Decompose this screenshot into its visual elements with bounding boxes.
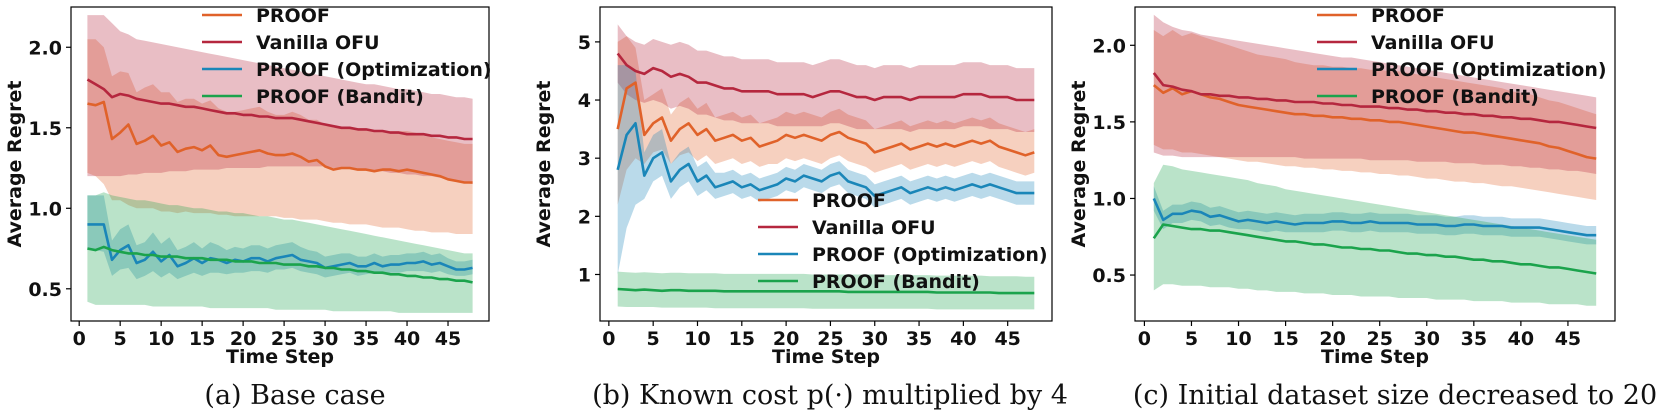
y-axis-label: Average Regret xyxy=(4,80,26,247)
x-tick-label: 5 xyxy=(1185,328,1198,350)
y-tick-label: 2.0 xyxy=(1092,35,1126,57)
x-axis-label: Time Step xyxy=(226,346,334,368)
x-tick-label: 15 xyxy=(1272,328,1298,350)
band-proof_opt xyxy=(617,65,1035,275)
legend-label-proof_bandit: PROOF (Bandit) xyxy=(812,271,980,293)
x-tick-label: 10 xyxy=(1225,328,1251,350)
x-tick-label: 35 xyxy=(1461,328,1487,350)
x-tick-label: 10 xyxy=(148,328,174,350)
x-tick-label: 30 xyxy=(862,328,888,350)
x-tick-label: 45 xyxy=(1555,328,1581,350)
x-tick-label: 15 xyxy=(189,328,215,350)
line-vanilla_ofu xyxy=(1152,72,1597,130)
line-proof_opt xyxy=(87,223,473,271)
x-tick-label: 45 xyxy=(994,328,1020,350)
x-tick-label: 25 xyxy=(1366,328,1392,350)
panel-caption: (a) Base case xyxy=(204,380,385,411)
band-vanilla_ofu xyxy=(87,15,473,185)
axes-frame xyxy=(599,6,1053,322)
line-vanilla_ofu xyxy=(616,52,1035,102)
x-tick-label: 30 xyxy=(1414,328,1440,350)
x-tick-label: 35 xyxy=(353,328,379,350)
y-tick-label: 0.5 xyxy=(1092,265,1126,287)
x-tick-label: 35 xyxy=(906,328,932,350)
y-tick-label: 1.5 xyxy=(1092,112,1126,134)
y-tick-label: 1 xyxy=(578,264,591,286)
x-tick-label: 20 xyxy=(230,328,256,350)
chart-panel-1: 0 5 10 15 20 25 30 35 40 45 0.5 1.0 1.5 2.0 Time Step A… xyxy=(4,5,492,411)
x-tick-label: 25 xyxy=(817,328,843,350)
x-tick-label: 40 xyxy=(1508,328,1534,350)
axes-frame xyxy=(70,6,490,322)
x-tick-label: 0 xyxy=(602,328,615,350)
x-tick-label: 20 xyxy=(773,328,799,350)
y-tick-label: 1.0 xyxy=(1092,188,1126,210)
x-tick-label: 40 xyxy=(394,328,420,350)
plot-area xyxy=(616,24,1035,310)
x-tick-label: 5 xyxy=(647,328,660,350)
line-proof_bandit xyxy=(617,287,1035,295)
line-proof xyxy=(616,81,1035,157)
x-tick-label: 15 xyxy=(729,328,755,350)
band-proof xyxy=(617,36,1035,205)
legend: PROOF Vanilla OFU PROOF (Optimization) PROO… xyxy=(1317,5,1607,108)
legend-label-vanilla_ofu: Vanilla OFU xyxy=(256,32,380,54)
x-tick-label: 30 xyxy=(312,328,338,350)
line-vanilla_ofu xyxy=(86,78,473,141)
legend-label-proof_opt: PROOF (Optimization) xyxy=(1371,59,1607,81)
legend-label-proof_bandit: PROOF (Bandit) xyxy=(1371,86,1539,108)
x-tick-label: 40 xyxy=(950,328,976,350)
y-tick-label: 0.5 xyxy=(28,279,62,301)
axes-frame xyxy=(1134,6,1616,322)
y-tick-label: 1.5 xyxy=(28,118,62,140)
y-tick-label: 2 xyxy=(578,206,591,228)
legend: PROOF Vanilla OFU PROOF (Optimization) PROO… xyxy=(202,5,492,108)
line-proof_opt xyxy=(616,122,1035,198)
plot-area xyxy=(1152,14,1597,306)
x-tick-label: 0 xyxy=(1138,328,1151,350)
legend-label-proof: PROOF xyxy=(1371,5,1445,27)
y-tick-label: 5 xyxy=(578,32,591,54)
panel-caption: (b) Known cost p(·) multiplied by 4 xyxy=(592,380,1068,411)
plot-area xyxy=(86,15,473,313)
legend: PROOF Vanilla OFU PROOF (Optimization) PROO… xyxy=(758,190,1048,293)
legend-label-proof: PROOF xyxy=(812,190,886,212)
x-tick-label: 20 xyxy=(1319,328,1345,350)
line-proof xyxy=(87,100,473,184)
y-tick-label: 3 xyxy=(578,148,591,170)
legend-label-vanilla_ofu: Vanilla OFU xyxy=(812,217,936,239)
band-proof xyxy=(87,39,473,235)
chart-panel-3: 0 5 10 15 20 25 30 35 40 45 0.5 1.0 1.5 2.0 Time Step A… xyxy=(1068,5,1657,411)
band-proof_bandit xyxy=(1153,164,1597,306)
x-tick-label: 0 xyxy=(73,328,86,350)
y-tick-label: 2.0 xyxy=(28,37,62,59)
x-tick-label: 10 xyxy=(684,328,710,350)
legend-label-proof_opt: PROOF (Optimization) xyxy=(256,59,492,81)
legend-label-proof: PROOF xyxy=(256,5,330,27)
line-proof_bandit xyxy=(1152,223,1597,275)
y-axis-label: Average Regret xyxy=(1068,80,1090,247)
band-vanilla_ofu xyxy=(617,24,1035,132)
x-tick-label: 5 xyxy=(114,328,127,350)
legend-label-vanilla_ofu: Vanilla OFU xyxy=(1371,32,1495,54)
line-proof_opt xyxy=(1152,197,1597,237)
band-proof_bandit xyxy=(87,192,473,313)
band-proof_opt xyxy=(1153,186,1597,245)
y-axis-label: Average Regret xyxy=(533,80,555,247)
x-tick-label: 25 xyxy=(271,328,297,350)
band-proof xyxy=(1153,30,1597,200)
legend-label-proof_opt: PROOF (Optimization) xyxy=(812,244,1048,266)
x-tick-label: 45 xyxy=(435,328,461,350)
x-axis-label: Time Step xyxy=(772,346,880,368)
y-tick-label: 4 xyxy=(578,90,591,112)
line-proof_bandit xyxy=(87,245,473,284)
legend-label-proof_bandit: PROOF (Bandit) xyxy=(256,86,424,108)
line-proof xyxy=(1152,84,1597,160)
x-axis-label: Time Step xyxy=(1321,346,1429,368)
y-tick-label: 1.0 xyxy=(28,198,62,220)
panel-caption: (c) Initial dataset size decreased to 20 xyxy=(1133,380,1657,411)
